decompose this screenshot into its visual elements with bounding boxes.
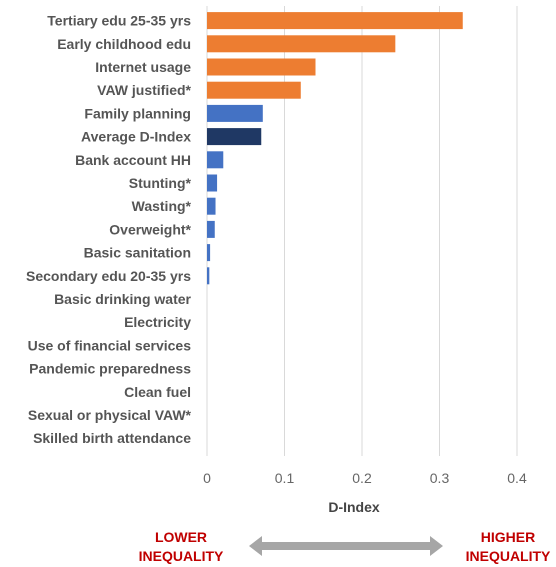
category-label: Basic sanitation xyxy=(84,245,191,261)
category-label: Use of financial services xyxy=(28,337,192,353)
bar xyxy=(207,128,262,146)
bar-chart: Tertiary edu 25-35 yrs Early childhood ed… xyxy=(26,6,527,515)
category-label: Stunting* xyxy=(129,175,192,191)
category-label: Basic drinking water xyxy=(54,291,191,307)
category-label: Overweight* xyxy=(109,221,191,237)
bar xyxy=(207,197,216,215)
bar xyxy=(207,267,210,285)
bar xyxy=(207,220,215,238)
bar xyxy=(207,58,316,76)
category-label: Secondary edu 20-35 yrs xyxy=(26,268,191,284)
bar xyxy=(207,104,263,122)
category-label: Average D-Index xyxy=(81,129,191,145)
x-tick-label: 0.1 xyxy=(275,470,295,486)
category-label: Wasting* xyxy=(132,198,192,214)
category-label: Family planning xyxy=(84,105,191,121)
category-label: Pandemic preparedness xyxy=(29,361,191,377)
higher-inequality-label: HIGHER INEQUALITY xyxy=(458,528,556,566)
category-label: Sexual or physical VAW* xyxy=(28,407,192,423)
x-tick-label: 0.4 xyxy=(507,470,527,486)
bar xyxy=(207,151,224,169)
bar xyxy=(207,174,218,192)
higher-inequality-line-1: HIGHER xyxy=(480,529,536,545)
category-label: Tertiary edu 25-35 yrs xyxy=(47,13,191,29)
bars xyxy=(207,12,463,285)
x-tick-label: 0.3 xyxy=(430,470,450,486)
double-headed-arrow-icon xyxy=(249,536,443,556)
category-label: VAW justified* xyxy=(97,82,191,98)
category-label: Skilled birth attendance xyxy=(33,430,191,446)
x-tick-label: 0.2 xyxy=(352,470,372,486)
x-tick-label: 0 xyxy=(203,470,211,486)
lower-inequality-label: LOWER INEQUALITY xyxy=(128,528,234,566)
bar xyxy=(207,81,301,99)
category-label: Early childhood edu xyxy=(57,36,191,52)
higher-inequality-line-2: INEQUALITY xyxy=(465,548,551,564)
category-label: Clean fuel xyxy=(124,384,191,400)
category-labels: Tertiary edu 25-35 yrs Early childhood ed… xyxy=(26,13,192,447)
category-label: Bank account HH xyxy=(75,152,191,168)
x-tick-labels: 0 0.1 0.2 0.3 0.4 xyxy=(203,470,527,486)
category-label: Electricity xyxy=(124,314,191,330)
bar xyxy=(207,12,463,30)
lower-inequality-line-1: LOWER xyxy=(154,529,208,545)
gridlines xyxy=(206,6,518,456)
category-label: Internet usage xyxy=(95,59,191,75)
x-axis-title: D-Index xyxy=(328,499,380,515)
bar xyxy=(207,244,211,262)
bar xyxy=(207,35,396,53)
lower-inequality-line-2: INEQUALITY xyxy=(138,548,224,564)
